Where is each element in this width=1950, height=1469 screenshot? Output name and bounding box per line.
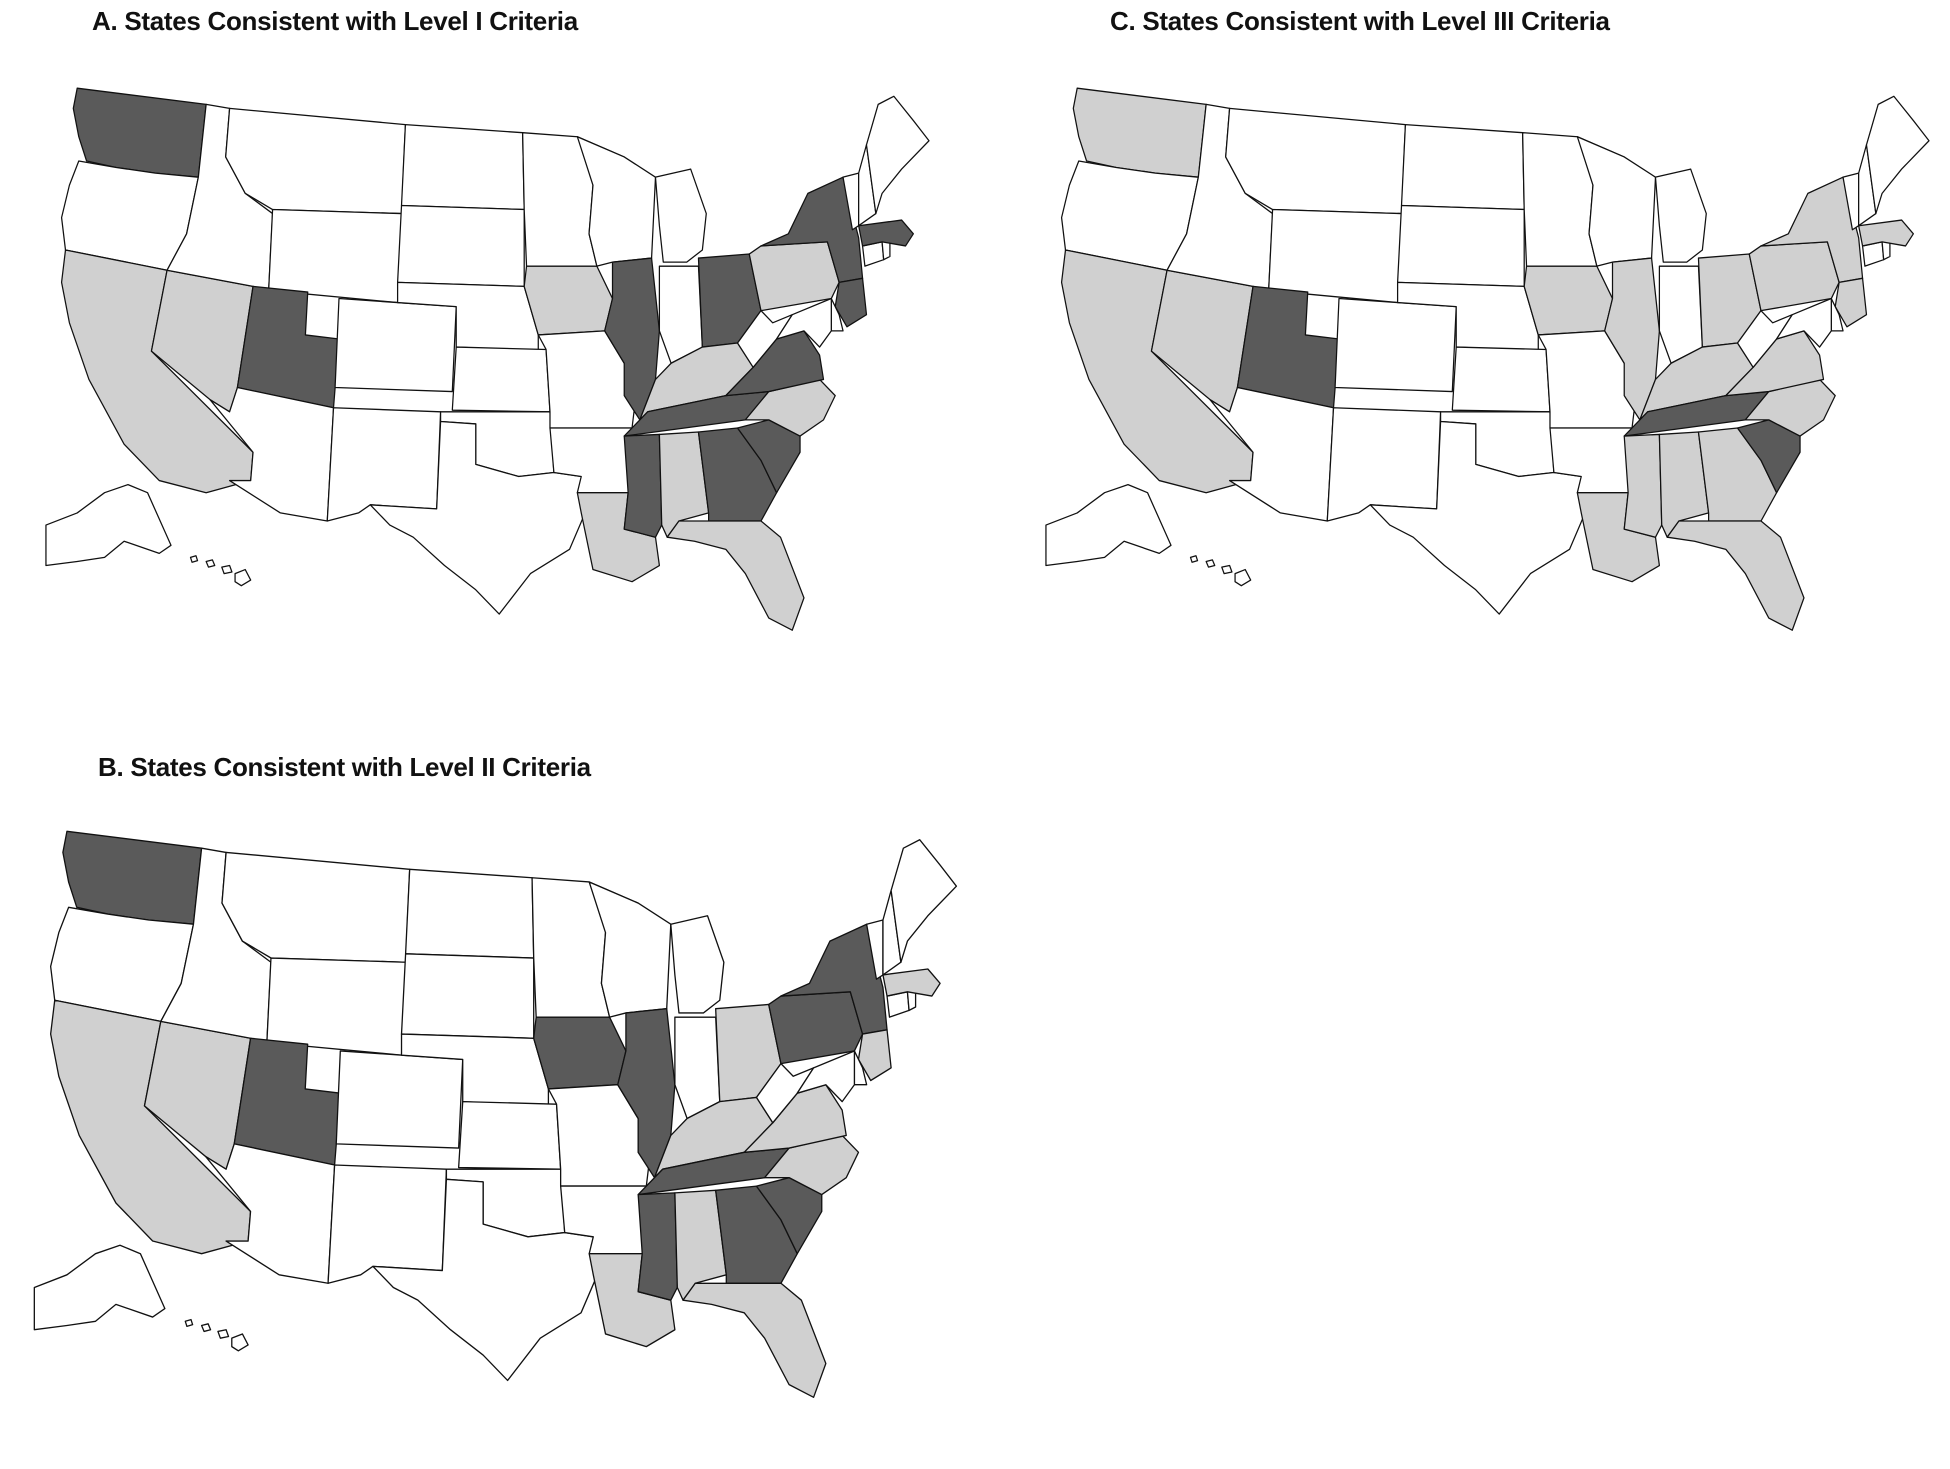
state-nj bbox=[1834, 277, 1868, 328]
state-co bbox=[335, 1050, 464, 1149]
state-wy bbox=[266, 957, 407, 1056]
state-ri bbox=[881, 241, 891, 261]
us-map-b bbox=[33, 830, 958, 1398]
state-me bbox=[1865, 95, 1930, 215]
state-ia bbox=[533, 1016, 627, 1090]
state-wy bbox=[1268, 208, 1403, 304]
state-hi bbox=[189, 555, 252, 587]
state-mi bbox=[670, 915, 725, 1014]
state-ks bbox=[1451, 346, 1551, 413]
state-ak bbox=[33, 1244, 166, 1331]
us-map-a bbox=[45, 87, 930, 631]
state-ms bbox=[623, 433, 663, 538]
state-mi bbox=[654, 168, 707, 263]
state-il bbox=[617, 1008, 676, 1179]
state-nj bbox=[834, 277, 868, 328]
state-ut bbox=[233, 1037, 341, 1166]
state-ut bbox=[1236, 285, 1340, 409]
state-me bbox=[865, 95, 930, 215]
state-nd bbox=[404, 868, 535, 959]
state-hi bbox=[1189, 555, 1252, 587]
state-in bbox=[658, 265, 703, 364]
state-ma bbox=[882, 968, 941, 997]
state-ma bbox=[1858, 219, 1914, 247]
state-fl bbox=[666, 520, 805, 631]
state-nd bbox=[400, 123, 525, 211]
state-md bbox=[1775, 297, 1832, 348]
state-ak bbox=[45, 483, 172, 567]
state-in bbox=[1658, 265, 1703, 364]
state-ia bbox=[1523, 265, 1614, 336]
state-mt bbox=[221, 851, 411, 963]
state-ri bbox=[906, 991, 917, 1012]
state-co bbox=[1334, 297, 1457, 393]
state-il bbox=[604, 257, 661, 421]
state-me bbox=[890, 839, 958, 963]
map-title-c: C. States Consistent with Level III Crit… bbox=[1110, 6, 1610, 36]
state-ms bbox=[637, 1192, 678, 1301]
state-mt bbox=[225, 107, 407, 215]
state-ia bbox=[523, 265, 614, 336]
state-sd bbox=[400, 953, 535, 1039]
state-md bbox=[775, 297, 832, 348]
state-ri bbox=[1881, 241, 1891, 261]
map-panel-c: C. States Consistent with Level III Crit… bbox=[975, 0, 1950, 700]
state-ny bbox=[760, 176, 864, 283]
state-ny bbox=[1760, 176, 1864, 283]
state-il bbox=[1604, 257, 1661, 421]
state-in bbox=[674, 1016, 721, 1120]
state-mt bbox=[1225, 107, 1407, 215]
state-md bbox=[796, 1050, 856, 1103]
state-ak bbox=[1045, 483, 1172, 567]
state-ks bbox=[451, 346, 551, 413]
state-ny bbox=[780, 923, 888, 1035]
state-co bbox=[334, 297, 457, 393]
state-fl bbox=[1666, 520, 1805, 631]
state-nm bbox=[327, 1164, 448, 1284]
state-fl bbox=[682, 1282, 827, 1398]
state-ms bbox=[1623, 433, 1663, 538]
state-wy bbox=[268, 208, 403, 304]
map-title-b: B. States Consistent with Level II Crite… bbox=[98, 752, 591, 782]
map-panel-b: B. States Consistent with Level II Crite… bbox=[0, 735, 975, 1455]
state-nm bbox=[1326, 407, 1442, 522]
state-ut bbox=[236, 285, 340, 409]
map-title-a: A. States Consistent with Level I Criter… bbox=[92, 6, 578, 36]
state-nj bbox=[857, 1029, 892, 1082]
state-nd bbox=[1400, 123, 1525, 211]
state-sd bbox=[1396, 204, 1525, 288]
state-nm bbox=[326, 407, 442, 522]
state-mi bbox=[1654, 168, 1707, 263]
state-sd bbox=[396, 204, 525, 288]
state-ks bbox=[457, 1100, 562, 1170]
us-map-c bbox=[1045, 87, 1930, 631]
state-hi bbox=[184, 1318, 249, 1352]
state-ma bbox=[858, 219, 914, 247]
map-panel-a: A. States Consistent with Level I Criter… bbox=[0, 0, 975, 700]
